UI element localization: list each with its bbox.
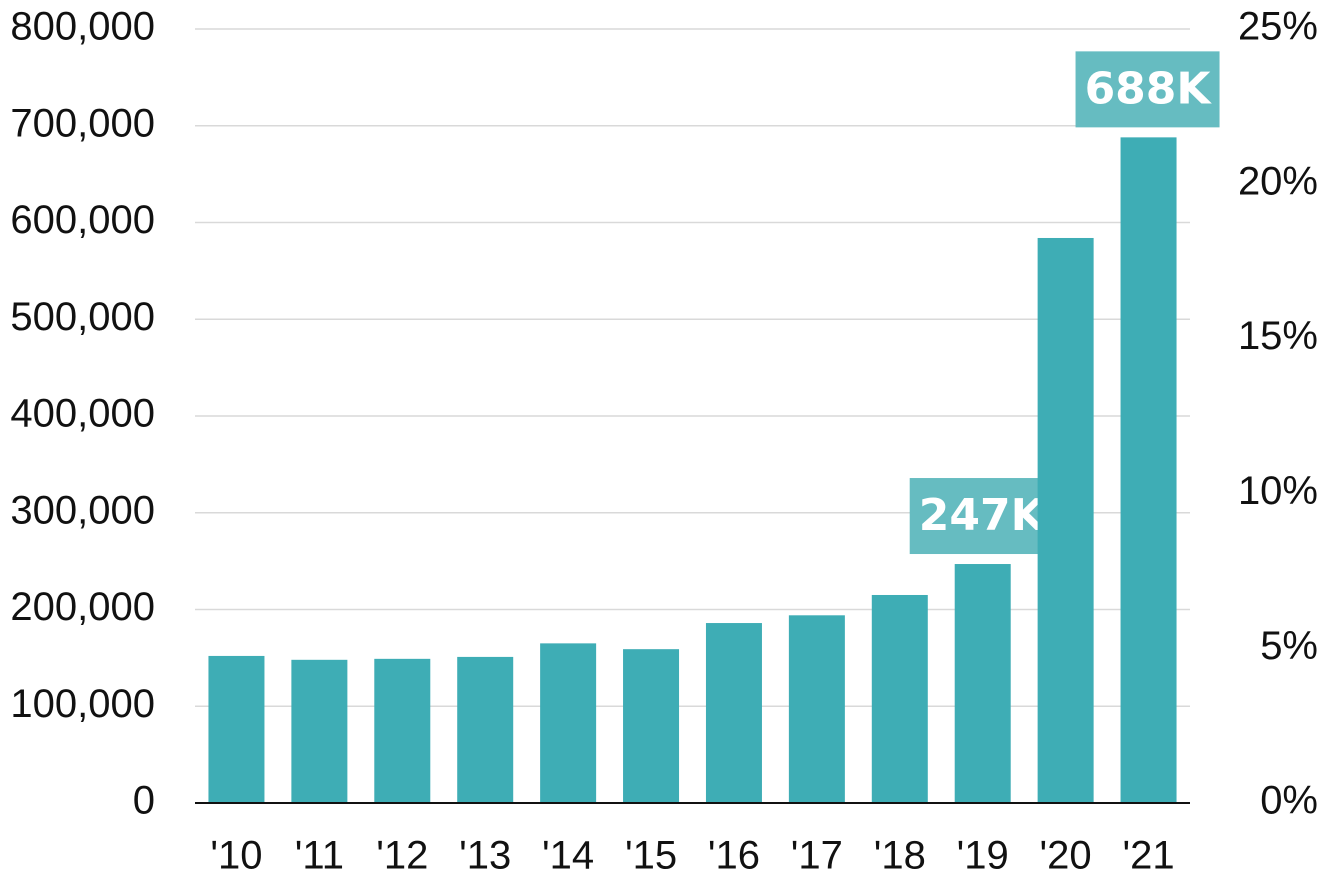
y-tick-label: 600,000 bbox=[10, 198, 155, 242]
x-tick-label: '18 bbox=[874, 834, 926, 878]
y-tick-label: 400,000 bbox=[10, 392, 155, 436]
data-label: 688K bbox=[1085, 63, 1213, 114]
x-tick-label: '20 bbox=[1040, 834, 1092, 878]
x-tick-label: '16 bbox=[708, 834, 760, 878]
bar bbox=[1120, 137, 1177, 804]
y-tick-label: 500,000 bbox=[10, 295, 155, 339]
bar bbox=[374, 658, 431, 803]
bar bbox=[208, 655, 265, 803]
y-tick-label: 100,000 bbox=[10, 682, 155, 726]
label-box bbox=[1075, 51, 1220, 128]
x-tick-label: '12 bbox=[376, 834, 428, 878]
y-tick-label: 200,000 bbox=[10, 585, 155, 629]
x-tick-label: '21 bbox=[1122, 834, 1174, 878]
label-box bbox=[909, 478, 1054, 555]
y2-tick-label: 0% bbox=[1260, 779, 1318, 823]
x-tick-label: '10 bbox=[210, 834, 262, 878]
x-tick-label: '11 bbox=[295, 834, 344, 878]
bar bbox=[623, 649, 680, 803]
y-tick-label: 700,000 bbox=[10, 101, 155, 145]
y2-tick-label: 20% bbox=[1238, 159, 1318, 203]
y2-tick-label: 5% bbox=[1260, 624, 1318, 668]
y-tick-label: 300,000 bbox=[10, 488, 155, 532]
bar bbox=[291, 659, 348, 803]
bar bbox=[954, 564, 1011, 803]
y2-tick-label: 25% bbox=[1238, 5, 1318, 49]
y2-tick-label: 15% bbox=[1238, 314, 1318, 358]
x-tick-label: '13 bbox=[459, 834, 511, 878]
y2-tick-label: 10% bbox=[1238, 469, 1318, 513]
x-tick-label: '14 bbox=[542, 834, 594, 878]
y-tick-label: 0 bbox=[133, 779, 155, 823]
bar bbox=[705, 623, 762, 803]
x-tick-label: '15 bbox=[625, 834, 677, 878]
data-label: 247K bbox=[919, 490, 1047, 541]
y-tick-label: 800,000 bbox=[10, 5, 155, 49]
x-tick-label: '19 bbox=[957, 834, 1009, 878]
bar bbox=[871, 594, 928, 803]
bar bbox=[788, 615, 845, 803]
bar bbox=[1037, 237, 1094, 804]
x-tick-label: '17 bbox=[791, 834, 843, 878]
bar bbox=[540, 643, 597, 803]
bar bbox=[457, 656, 514, 803]
